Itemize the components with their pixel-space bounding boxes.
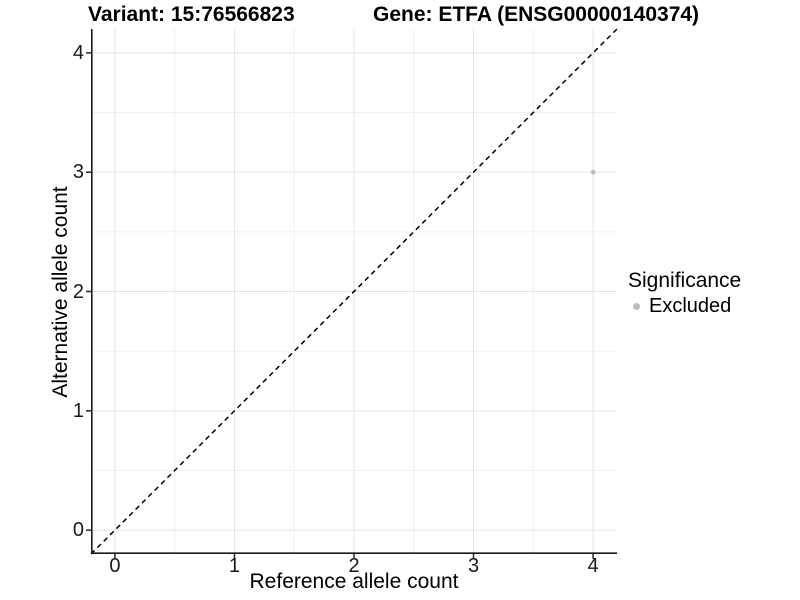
x-axis-title: Reference allele count (249, 570, 459, 593)
legend-item-label: Excluded (649, 295, 732, 317)
legend-key-dot-icon (632, 302, 640, 310)
plot-title-gene: Gene: ETFA (ENSG00000140374) (373, 3, 700, 26)
plot-panel (86, 28, 618, 559)
plot-title-variant: Variant: 15:76566823 (88, 3, 295, 26)
legend-item-excluded: Excluded (628, 294, 741, 318)
data-point (590, 169, 596, 175)
y-axis-title: Alternative allele count (49, 186, 72, 398)
legend-title: Significance (628, 269, 742, 292)
y-tick-label: 0 (72, 519, 84, 542)
identity-reference-line (90, 28, 618, 555)
y-tick-label: 4 (72, 41, 84, 64)
legend-key (628, 298, 644, 314)
plot-canvas (86, 28, 618, 559)
legend: Significance Excluded (628, 268, 741, 318)
